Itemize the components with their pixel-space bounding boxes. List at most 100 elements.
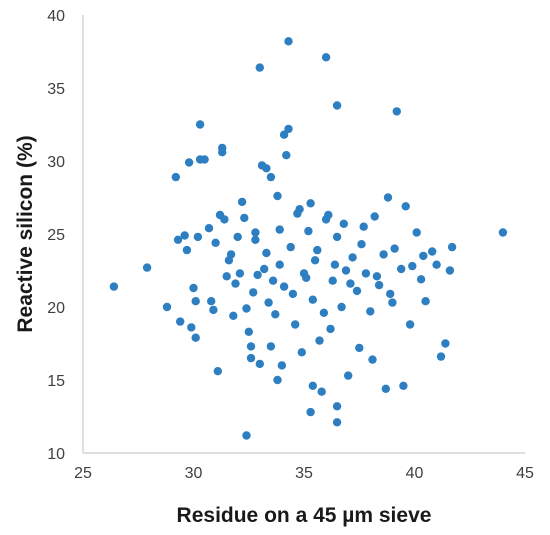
data-point <box>207 297 216 306</box>
data-point <box>310 256 320 265</box>
data-point <box>328 276 337 285</box>
data-point <box>162 302 172 312</box>
data-point <box>218 143 227 153</box>
data-point <box>275 225 284 234</box>
y-axis-label: Reactive silicon (%) <box>14 135 37 332</box>
data-point <box>282 151 291 160</box>
data-point <box>211 238 220 247</box>
data-point <box>240 213 249 223</box>
data-point <box>445 266 455 275</box>
data-point <box>193 232 203 242</box>
x-tick-label: 40 <box>406 465 424 482</box>
data-point <box>447 242 457 252</box>
y-tick-label: 15 <box>47 373 65 390</box>
data-point <box>262 164 271 173</box>
data-point <box>326 324 335 334</box>
data-point <box>388 298 397 307</box>
data-point <box>379 250 388 259</box>
data-point <box>405 320 415 329</box>
data-point <box>355 343 364 353</box>
data-point <box>268 276 278 285</box>
data-point <box>222 272 231 281</box>
y-tick-label: 25 <box>47 227 65 244</box>
data-point <box>321 53 331 62</box>
data-point <box>359 222 368 231</box>
data-point <box>264 298 273 307</box>
data-point <box>306 199 315 208</box>
y-tick-label: 35 <box>47 81 65 98</box>
data-point <box>401 202 410 211</box>
y-tick-label: 10 <box>47 446 65 463</box>
data-point <box>370 212 379 221</box>
data-point <box>195 155 205 164</box>
data-point <box>412 228 421 237</box>
data-point <box>321 215 331 224</box>
data-point <box>271 310 280 319</box>
data-point <box>142 263 152 272</box>
data-point <box>308 381 317 390</box>
data-point <box>317 387 326 396</box>
data-point <box>266 172 276 182</box>
data-point <box>220 215 229 224</box>
x-axis-label: Residue on a 45 µm sieve <box>177 504 432 527</box>
x-tick-label: 30 <box>185 465 203 482</box>
x-tick-label: 35 <box>295 465 313 482</box>
data-point <box>332 232 342 242</box>
data-point <box>171 172 180 182</box>
data-point <box>306 407 315 417</box>
y-tick-labels: 10 15 20 25 30 35 40 <box>47 8 65 463</box>
axes <box>82 15 525 454</box>
data-point <box>266 342 276 351</box>
data-point <box>273 375 282 385</box>
data-point <box>436 352 446 361</box>
data-point <box>344 371 353 380</box>
data-point <box>416 275 426 284</box>
data-point <box>251 228 260 237</box>
data-point <box>229 311 238 320</box>
data-point <box>346 279 355 288</box>
data-point <box>428 247 437 256</box>
data-point <box>332 402 342 411</box>
data-point <box>361 269 371 278</box>
data-point <box>348 253 357 262</box>
data-point <box>386 289 395 299</box>
data-point <box>246 353 256 363</box>
data-point <box>357 240 366 249</box>
data-point <box>237 197 247 207</box>
data-point <box>381 384 390 393</box>
data-point <box>319 308 329 317</box>
data-point <box>392 107 401 116</box>
data-point <box>255 63 264 72</box>
data-point <box>315 336 324 345</box>
data-point <box>191 297 200 306</box>
y-tick-label: 20 <box>47 300 65 317</box>
data-point <box>337 302 346 312</box>
data-point <box>279 282 289 291</box>
data-point <box>339 219 348 228</box>
data-point <box>224 256 234 265</box>
data-point <box>273 191 282 201</box>
data-point <box>253 270 262 280</box>
data-point <box>302 273 311 282</box>
data-point <box>191 333 200 342</box>
data-point <box>383 193 393 202</box>
data-point <box>262 248 271 258</box>
data-point <box>277 361 287 370</box>
data-point <box>308 295 317 304</box>
data-point <box>441 339 450 348</box>
data-point <box>432 260 441 269</box>
data-point <box>366 307 375 316</box>
data-point <box>260 264 269 274</box>
data-point <box>284 37 293 46</box>
data-point <box>304 226 313 236</box>
data-point <box>184 158 194 167</box>
data-point <box>246 342 256 351</box>
data-point <box>176 317 185 326</box>
data-point <box>279 130 289 139</box>
x-tick-label: 45 <box>516 465 534 482</box>
data-point <box>173 235 183 244</box>
x-tick-label: 25 <box>74 465 92 482</box>
data-point <box>313 245 322 255</box>
